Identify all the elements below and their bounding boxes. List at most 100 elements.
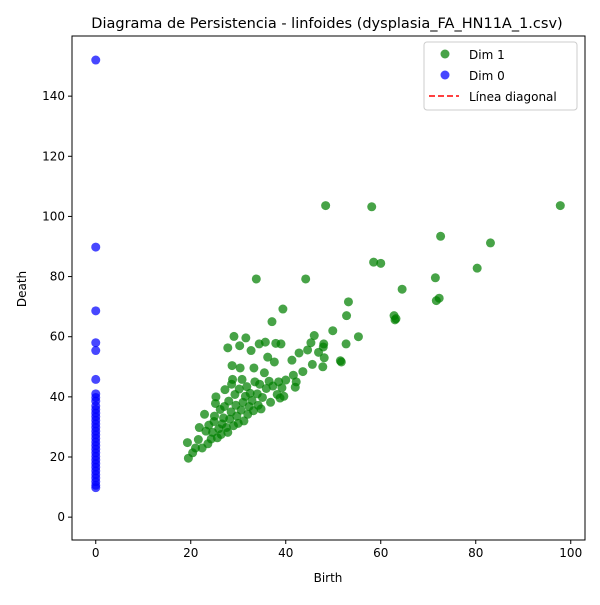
point-dim-1 [229, 331, 239, 341]
x-tick-label: 20 [183, 546, 198, 560]
point-dim-1 [182, 438, 192, 448]
point-dim-1 [241, 333, 251, 343]
point-dim-1 [260, 337, 270, 347]
x-axis-label: Birth [314, 571, 343, 585]
point-dim-1 [321, 201, 331, 211]
point-dim-1 [247, 395, 257, 405]
point-dim-1 [328, 326, 338, 336]
point-dim-1 [259, 368, 269, 378]
y-axis-label: Death [15, 271, 29, 307]
point-dim-1 [353, 332, 363, 342]
legend-label-diagonal: Línea diagonal [469, 90, 557, 104]
point-dim-1 [251, 274, 261, 284]
point-dim-1 [235, 341, 245, 351]
point-dim-1 [193, 435, 203, 445]
point-dim-1 [266, 397, 276, 407]
data-points [91, 55, 565, 493]
legend-label-dim-1: Dim 1 [469, 48, 505, 62]
point-dim-0 [91, 55, 101, 65]
point-dim-1 [434, 293, 444, 303]
x-axis: 0 20 40 60 80 100 [92, 540, 582, 560]
point-dim-1 [319, 353, 329, 363]
point-dim-1 [237, 374, 247, 384]
point-dim-1 [278, 304, 288, 314]
point-dim-1 [472, 263, 482, 273]
point-dim-1 [220, 385, 230, 395]
point-dim-1 [369, 257, 379, 267]
point-dim-1 [223, 427, 233, 437]
point-dim-1 [303, 345, 313, 355]
point-dim-1 [228, 374, 238, 384]
point-dim-1 [391, 314, 401, 324]
point-dim-1 [255, 379, 265, 389]
legend: Dim 1 Dim 0 Línea diagonal [423, 41, 578, 111]
point-dim-1 [376, 258, 386, 268]
x-tick-label: 80 [468, 546, 483, 560]
point-dim-1 [236, 405, 246, 415]
x-tick-label: 60 [373, 546, 388, 560]
legend-box [423, 41, 578, 111]
point-dim-1 [257, 392, 267, 402]
point-dim-1 [309, 331, 319, 341]
x-tick-label: 40 [278, 546, 293, 560]
point-dim-1 [269, 357, 279, 367]
legend-marker-dim-1 [440, 49, 450, 59]
point-dim-1 [239, 416, 249, 426]
plot-area [71, 35, 586, 541]
point-dim-1 [246, 346, 256, 356]
y-tick-label: 20 [50, 450, 65, 464]
y-tick-label: 60 [50, 330, 65, 344]
y-tick-label: 0 [57, 510, 65, 524]
point-dim-1 [319, 339, 329, 349]
point-dim-1 [194, 423, 204, 433]
point-dim-1 [210, 398, 220, 408]
point-dim-1 [276, 339, 286, 349]
y-tick-label: 80 [50, 270, 65, 284]
point-dim-1 [306, 338, 316, 348]
point-dim-1 [227, 361, 237, 371]
point-dim-1 [267, 317, 277, 327]
point-dim-1 [279, 391, 289, 401]
point-dim-1 [277, 383, 287, 393]
x-tick-label: 100 [559, 546, 582, 560]
point-dim-1 [234, 384, 244, 394]
point-dim-0 [91, 242, 101, 252]
point-dim-0 [91, 374, 101, 384]
point-dim-1 [224, 396, 234, 406]
point-dim-0 [91, 306, 101, 316]
y-tick-label: 40 [50, 390, 65, 404]
point-dim-0 [91, 483, 101, 493]
y-tick-label: 140 [42, 89, 65, 103]
point-dim-1 [336, 357, 346, 367]
point-dim-1 [318, 362, 328, 372]
point-dim-1 [291, 377, 301, 387]
y-axis: 0 20 40 60 80 100 120 140 [42, 89, 72, 524]
point-dim-1 [211, 392, 221, 402]
point-dim-0 [91, 338, 101, 348]
y-tick-label: 120 [42, 149, 65, 163]
point-dim-1 [281, 375, 291, 385]
point-dim-1 [301, 274, 311, 284]
point-dim-1 [343, 297, 353, 307]
y-tick-label: 100 [42, 209, 65, 223]
legend-label-dim-0: Dim 0 [469, 69, 505, 83]
point-dim-1 [200, 409, 210, 419]
point-dim-1 [342, 311, 352, 321]
point-dim-1 [555, 201, 565, 211]
point-dim-1 [397, 284, 407, 294]
point-dim-1 [225, 414, 235, 424]
point-dim-1 [436, 231, 446, 241]
point-dim-1 [191, 443, 200, 453]
point-dim-1 [294, 348, 304, 358]
point-dim-1 [256, 404, 266, 414]
point-dim-1 [223, 343, 233, 353]
x-tick-label: 0 [92, 546, 100, 560]
point-dim-0 [91, 346, 101, 356]
point-dim-1 [367, 202, 377, 212]
point-dim-1 [235, 363, 245, 373]
point-dim-1 [263, 352, 273, 362]
point-dim-1 [307, 359, 317, 369]
chart-title: Diagrama de Persistencia - linfoides (dy… [91, 16, 562, 32]
